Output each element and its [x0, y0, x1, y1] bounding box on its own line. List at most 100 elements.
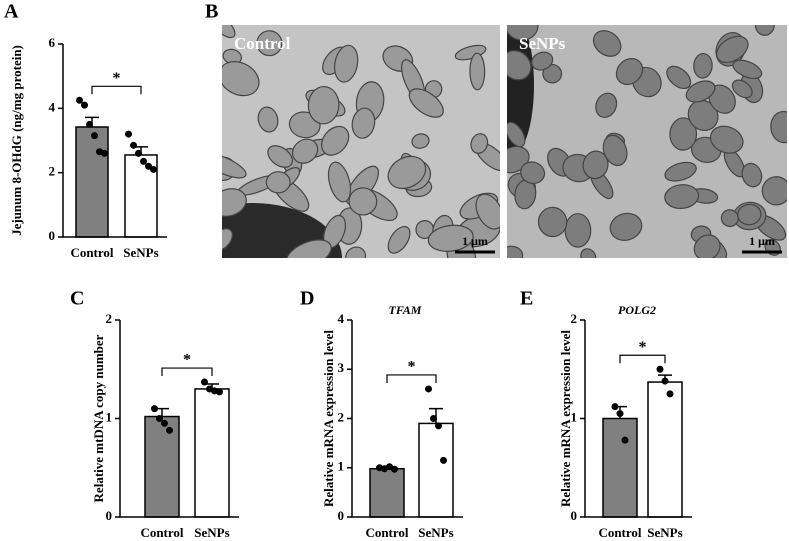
data-point — [216, 388, 223, 396]
y-axis-label: Jejunum 8-OHdG (ng/mg protein) — [9, 45, 24, 236]
mitochondrion — [531, 51, 554, 71]
y-axis-label: Relative mRNA expression level — [558, 330, 573, 507]
mitochondrion — [285, 239, 332, 258]
mitochondrion — [732, 59, 763, 80]
mitochondrion — [754, 25, 775, 36]
scale-label: 1 μm — [749, 234, 775, 248]
micrograph — [507, 25, 787, 258]
y-tick-label: 1 — [338, 459, 345, 474]
mitochondrion — [693, 52, 713, 79]
mitochondrion — [387, 225, 411, 254]
x-tick-label: SeNPs — [123, 245, 158, 260]
error-bar — [429, 407, 443, 424]
mitochondrion — [741, 162, 763, 188]
mitochondrion — [664, 184, 700, 210]
mitochondrion — [582, 150, 609, 180]
data-point — [140, 157, 147, 165]
x-tick-label: Control — [598, 525, 641, 540]
chart-title: POLG2 — [618, 303, 656, 317]
panel-letter: B — [205, 1, 218, 23]
mitochondrion — [257, 106, 279, 133]
panel-letter: D — [300, 288, 314, 310]
mitochondrion — [265, 171, 291, 194]
y-tick-label: 2 — [338, 409, 345, 424]
mitochondrion — [592, 30, 622, 57]
axes — [62, 44, 167, 238]
mitochondrion — [307, 85, 340, 125]
y-tick-label: 3 — [338, 360, 345, 375]
y-tick-label: 0 — [338, 508, 345, 523]
data-point — [661, 377, 669, 385]
data-point — [161, 419, 168, 427]
significance-bracket — [619, 354, 666, 364]
data-point — [76, 96, 83, 104]
y-tick-label: 4 — [49, 99, 56, 114]
mitochondrion — [693, 234, 721, 258]
mitochondrion — [715, 35, 749, 64]
image-label: Control — [234, 34, 291, 53]
mitochondrion — [256, 30, 283, 57]
panel-letter: C — [70, 288, 84, 310]
data-point — [440, 456, 447, 464]
mitochondrion — [320, 125, 350, 156]
data-point — [101, 149, 108, 157]
mitochondrion — [666, 65, 692, 90]
x-tick-label: SeNPs — [418, 525, 453, 540]
mitochondrion — [737, 203, 762, 226]
y-tick-label: 0 — [106, 508, 113, 523]
x-tick-label: SeNPs — [647, 525, 682, 540]
y-tick-label: 0 — [571, 508, 578, 523]
x-tick-label: Control — [70, 245, 113, 260]
axes — [119, 320, 239, 518]
data-point — [166, 426, 173, 434]
data-point — [156, 415, 163, 422]
y-axis-label: Relative mtDNA copy number — [91, 334, 106, 502]
mitochondrion — [580, 248, 597, 258]
data-point — [435, 422, 442, 430]
mitochondrion — [507, 145, 530, 174]
mitochondrion — [427, 224, 474, 252]
y-tick-label: 1 — [106, 409, 113, 424]
data-point — [130, 141, 137, 149]
mitochondrion — [507, 245, 524, 258]
mitochondrion — [408, 88, 444, 118]
axes — [584, 320, 692, 518]
x-tick-label: SeNPs — [194, 525, 229, 540]
bar — [194, 388, 230, 518]
mitochondrion — [334, 44, 359, 83]
mitochondrion — [469, 52, 486, 91]
y-tick-label: 2 — [571, 311, 578, 326]
bar — [144, 415, 180, 518]
significance-bracket — [386, 374, 437, 383]
mitochondrion — [327, 161, 352, 203]
data-point — [616, 410, 624, 418]
mitochondrion — [475, 193, 500, 230]
mitochondrion — [709, 125, 744, 154]
chart-title: TFAM — [389, 303, 422, 317]
significance-label: * — [113, 70, 121, 87]
data-point — [666, 390, 674, 398]
y-tick-label: 6 — [49, 35, 56, 50]
mitochondrion — [564, 213, 592, 248]
data-point — [391, 465, 398, 473]
significance-bracket — [161, 367, 213, 377]
data-point — [430, 415, 437, 422]
mitochondrion — [507, 50, 532, 81]
bar — [75, 126, 109, 238]
y-tick-label: 0 — [49, 228, 56, 243]
significance-label: * — [639, 339, 647, 356]
mitochondrion — [507, 121, 526, 148]
mitochondrion — [720, 209, 739, 228]
bar — [418, 422, 454, 518]
panel-letter: A — [4, 1, 19, 23]
mitochondrion — [387, 155, 427, 190]
mitochondrion — [731, 79, 753, 99]
mitochondrion — [669, 117, 698, 151]
scale-label: 1 μm — [462, 234, 488, 248]
y-tick-label: 1 — [571, 409, 578, 424]
mitochondrion — [507, 25, 539, 41]
data-point — [425, 385, 432, 393]
mitochondrion — [770, 110, 787, 144]
significance-bracket — [91, 85, 142, 95]
